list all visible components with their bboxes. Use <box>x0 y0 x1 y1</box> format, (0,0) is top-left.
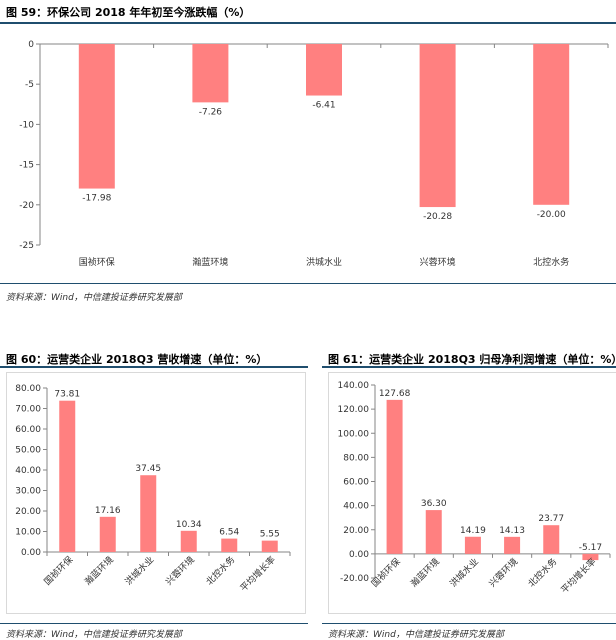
category-label: 瀚蓝环境 <box>192 256 228 268</box>
data-label: 14.19 <box>460 526 486 536</box>
data-label: -20.00 <box>537 210 566 220</box>
data-label: 10.34 <box>176 520 202 530</box>
source-note: 资料来源：Wind，中信建投证券研究发展部 <box>328 630 504 640</box>
y-tick-label: 20.00 <box>343 526 369 536</box>
category-label: 兴蓉环境 <box>420 256 456 268</box>
title-rule <box>0 22 616 24</box>
chart-60-title: 图 60：运营类企业 2018Q3 营收增速（单位：%） <box>6 353 268 366</box>
y-tick-label: -15 <box>19 161 34 171</box>
data-label: -7.26 <box>199 107 223 117</box>
data-label: 23.77 <box>538 514 564 524</box>
data-label: 6.54 <box>219 528 239 538</box>
y-tick-label: 50.00 <box>15 446 41 456</box>
bar <box>192 44 229 103</box>
category-label: 国祯环保 <box>369 556 403 590</box>
data-label: 37.45 <box>135 464 161 474</box>
y-tick-label: -20.00 <box>340 574 369 584</box>
y-tick-label: 70.00 <box>15 405 41 415</box>
bar <box>221 538 238 552</box>
data-label: 5.55 <box>260 530 280 540</box>
bar <box>533 44 570 205</box>
y-tick-label: 0.00 <box>21 548 41 558</box>
category-label: 平均增长率 <box>238 554 278 594</box>
data-label: 14.13 <box>499 526 525 536</box>
data-label: 73.81 <box>54 390 80 400</box>
bar <box>140 475 157 552</box>
bar <box>59 400 76 552</box>
source-rule <box>0 283 616 284</box>
data-label: -6.41 <box>312 101 335 111</box>
chart-60-frame <box>6 372 306 614</box>
bar <box>180 530 197 552</box>
y-tick-label: 60.00 <box>343 478 369 488</box>
bar <box>386 399 403 554</box>
bar <box>261 540 278 552</box>
source-note: 资料来源：Wind，中信建投证券研究发展部 <box>6 293 182 303</box>
y-tick-label: 10.00 <box>15 528 41 538</box>
y-tick-label: 120.00 <box>338 405 370 415</box>
y-tick-label: -20 <box>19 201 34 211</box>
chart-61-frame <box>328 372 616 614</box>
y-tick-label: -10 <box>19 120 34 130</box>
y-tick-label: -5 <box>25 80 34 90</box>
source-rule <box>322 623 616 624</box>
bar <box>582 553 599 561</box>
category-label: 国祯环保 <box>79 256 115 268</box>
bar <box>419 44 456 208</box>
category-label: 洪城水业 <box>306 256 342 268</box>
y-tick-label: 40.00 <box>15 466 41 476</box>
bar <box>543 525 560 554</box>
category-label: 洪城水业 <box>447 556 481 590</box>
bar <box>306 44 342 96</box>
y-tick-label: 40.00 <box>343 502 369 512</box>
title-rule <box>322 366 616 368</box>
category-label: 洪城水业 <box>122 554 156 588</box>
bar <box>504 536 521 554</box>
y-tick-label: 60.00 <box>15 425 41 435</box>
data-label: 127.68 <box>379 389 411 399</box>
y-tick-label: 0.00 <box>349 550 369 560</box>
category-label: 北控水务 <box>533 256 569 268</box>
data-label: 17.16 <box>95 506 121 516</box>
y-tick-label: 140.00 <box>338 381 370 391</box>
category-label: 北控水务 <box>203 554 237 588</box>
chart-61-title: 图 61：运营类企业 2018Q3 归母净利润增速（单位：%） <box>328 353 616 366</box>
bar <box>99 516 116 552</box>
category-label: 瀚蓝环境 <box>408 556 442 590</box>
bar <box>464 536 481 554</box>
category-label: 兴蓉环境 <box>163 554 197 588</box>
data-label: -20.28 <box>423 212 452 222</box>
y-tick-label: 100.00 <box>338 429 370 439</box>
chart-59-title: 图 59：环保公司 2018 年年初至今涨跌幅（%） <box>6 6 251 19</box>
source-rule <box>0 623 308 624</box>
category-label: 国祯环保 <box>41 554 75 588</box>
y-tick-label: 30.00 <box>15 487 41 497</box>
data-label: -17.98 <box>82 194 111 204</box>
data-label: 36.30 <box>421 499 447 509</box>
y-tick-label: 0 <box>28 40 34 50</box>
category-label: 兴蓉环境 <box>486 556 520 590</box>
category-label: 平均增长率 <box>558 556 598 596</box>
bar <box>78 44 115 189</box>
title-rule <box>0 366 308 368</box>
y-tick-label: 20.00 <box>15 507 41 517</box>
y-tick-label: 80.00 <box>15 384 41 394</box>
category-label: 北控水务 <box>525 556 559 590</box>
y-tick-label: -25 <box>19 241 34 251</box>
data-label: -5.17 <box>579 543 602 553</box>
source-note: 资料来源：Wind，中信建投证券研究发展部 <box>6 630 182 640</box>
y-tick-label: 80.00 <box>343 453 369 463</box>
category-label: 瀚蓝环境 <box>82 554 116 588</box>
bar <box>425 510 442 554</box>
